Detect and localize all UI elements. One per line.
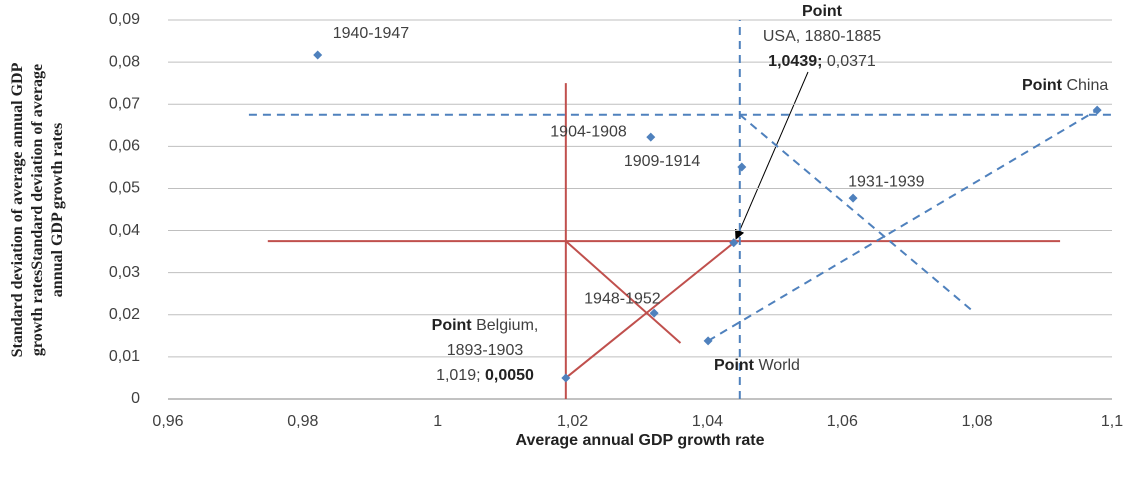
annotation-part: 0,0050 [485,367,534,384]
y-tick-label: 0,08 [109,53,140,70]
data-point [561,373,571,383]
annotation-part: Point [1022,77,1063,94]
data-point [703,336,713,346]
y-axis-label-line: growth ratesStandard deviation of averag… [29,64,46,356]
data-point [646,132,656,142]
annotation: USA, 1880-1885 [763,28,881,45]
y-tick-label: 0,04 [109,222,140,239]
reference-line [565,240,682,344]
reference-line [707,109,1098,342]
annotation: 1,0439; 0,0371 [768,53,876,70]
annotation-part: China [1062,77,1108,94]
annotation-part: Belgium, [472,317,539,334]
annotation: Point World [714,357,800,374]
annotation: 1893-1903 [447,342,524,359]
data-point [729,238,739,248]
reference-line [739,113,976,314]
annotation-part: 1,0439; [768,53,822,70]
y-tick-label: 0,09 [109,11,140,28]
y-tick-label: 0,02 [109,306,140,323]
annotation-arrow [734,71,809,240]
x-tick-label: 1,1 [1101,413,1123,430]
y-tick-label: 0,06 [109,138,140,155]
data-point [1092,105,1102,115]
x-tick-label: 1,04 [692,413,723,430]
reference-line [565,241,735,379]
annotation-part: Point [802,3,843,20]
x-tick-label: 0,98 [287,413,318,430]
y-tick-label: 0,05 [109,180,140,197]
point-label: 1948-1952 [584,290,661,307]
data-point [649,308,659,318]
y-tick-label: 0,07 [109,95,140,112]
annotation-part: 1,019; [436,367,485,384]
y-tick-label: 0,01 [109,348,140,365]
annotation: Point [802,3,843,20]
annotation-part: Point [432,317,473,334]
y-tick-label: 0 [131,390,140,407]
point-label: 1904-1908 [550,123,627,140]
x-tick-label: 1,02 [557,413,588,430]
annotation-part: USA, 1880-1885 [763,28,881,45]
annotation-part: World [754,357,800,374]
y-axis-label: Standard deviation of average annual GDP… [9,62,66,357]
x-tick-label: 1,08 [962,413,993,430]
point-label: 1940-1947 [333,25,410,42]
annotation: 1,019; 0,0050 [436,367,534,384]
x-axis-label: Average annual GDP growth rate [516,432,765,449]
annotation-part: 0,0371 [822,53,875,70]
y-axis-label-line: Standard deviation of average annual GDP [9,62,26,357]
y-axis-label-line: annual GDP growth rates [49,123,66,297]
data-point [848,193,858,203]
annotation-part: Point [714,357,755,374]
x-tick-label: 1,06 [827,413,858,430]
x-tick-label: 0,96 [152,413,183,430]
annotation-part: 1893-1903 [447,342,524,359]
annotation: Point Belgium, [432,317,539,334]
data-point [737,162,747,172]
point-label: 1909-1914 [624,153,701,170]
x-tick-label: 1 [433,413,442,430]
annotation: Point China [1022,77,1108,94]
point-label: 1931-1939 [848,173,925,190]
data-point [313,50,323,60]
y-tick-label: 0,03 [109,264,140,281]
